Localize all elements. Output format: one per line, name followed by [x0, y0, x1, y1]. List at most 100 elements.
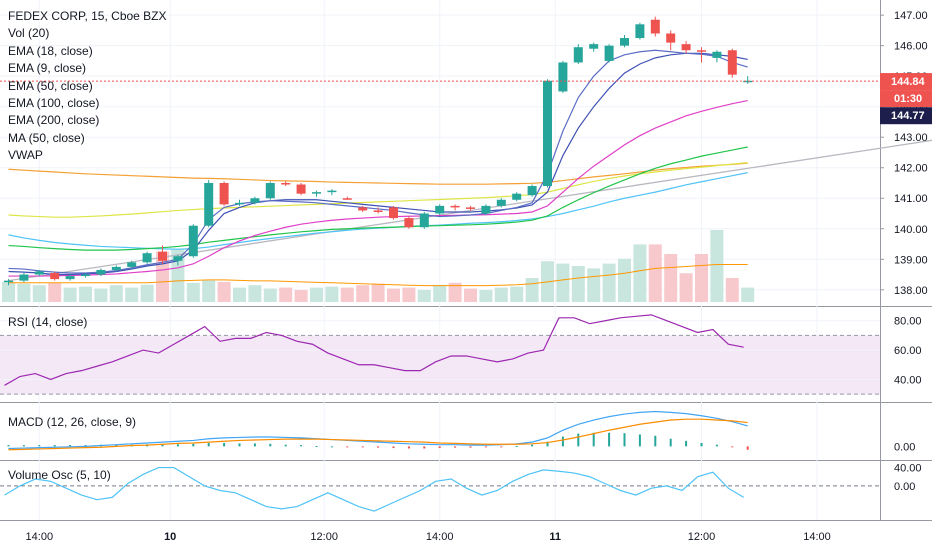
- macd-hist-17: [269, 444, 271, 447]
- price-tick-0: 138.00: [894, 285, 928, 297]
- macd-label[interactable]: MACD (12, 26, close, 9): [8, 415, 136, 429]
- macd-hist-3: [54, 445, 56, 446]
- volume-bar-12: [187, 283, 200, 302]
- legend-vol[interactable]: Vol (20): [8, 25, 167, 42]
- candle-body-35: [543, 81, 552, 186]
- candle-body-19: [297, 185, 306, 194]
- macd-hist-43: [670, 439, 672, 447]
- volume-bar-45: [695, 254, 708, 302]
- candle-body-45: [697, 50, 706, 52]
- volume-bar-7: [110, 285, 123, 302]
- candle-body-12: [189, 226, 198, 257]
- legend-ema100[interactable]: EMA (100, close): [8, 95, 167, 112]
- volume-bar-34: [526, 278, 539, 302]
- volume-bar-14: [218, 282, 231, 302]
- volume-bar-3: [48, 283, 61, 302]
- candle-body-34: [528, 186, 537, 195]
- volume-bar-15: [233, 288, 246, 302]
- candle-body-47: [728, 50, 737, 74]
- macd-hist-34: [531, 445, 533, 447]
- candle-body-16: [250, 198, 259, 203]
- macd-hist-31: [485, 446, 487, 447]
- macd-hist-15: [239, 443, 241, 446]
- macd-hist-36: [562, 437, 564, 447]
- volume-bar-19: [295, 290, 308, 302]
- rsi-label[interactable]: RSI (14, close): [8, 315, 87, 329]
- macd-hist-0: [8, 445, 10, 446]
- macd-hist-13: [208, 443, 210, 446]
- candle-body-14: [220, 183, 229, 204]
- volume-bar-42: [649, 244, 662, 302]
- volume-bar-32: [495, 288, 508, 302]
- legend-vwap[interactable]: VWAP: [8, 147, 167, 164]
- candle-body-26: [404, 218, 413, 227]
- main-legend: FEDEX CORP, 15, Cboe BZX Vol (20) EMA (1…: [8, 8, 167, 165]
- candle-body-0: [4, 281, 13, 283]
- legend-ema200[interactable]: EMA (200, close): [8, 112, 167, 129]
- price-tick-4: 142.00: [894, 163, 928, 175]
- legend-ema18[interactable]: EMA (18, close): [8, 43, 167, 60]
- candle-body-28: [435, 206, 444, 214]
- volume-bar-2: [33, 285, 46, 302]
- candle-body-6: [96, 270, 105, 275]
- rsi-tick-2: 80.00: [894, 316, 922, 328]
- volume-bar-31: [479, 290, 492, 302]
- volume-bar-20: [310, 288, 323, 302]
- macd-hist-42: [654, 436, 656, 447]
- price-tick-3: 141.00: [894, 193, 928, 205]
- time-tick-2: 12:00: [310, 531, 338, 543]
- legend-ema50[interactable]: EMA (50, close): [8, 78, 167, 95]
- macd-hist-38: [593, 433, 595, 447]
- volume-bar-33: [510, 287, 523, 302]
- candle-body-39: [605, 46, 614, 61]
- candle-body-21: [327, 191, 336, 193]
- candle-body-1: [19, 275, 28, 281]
- legend-ema9[interactable]: EMA (9, close): [8, 60, 167, 77]
- candle-body-33: [512, 194, 521, 200]
- rsi-tick-0: 40.00: [894, 374, 922, 386]
- macd-hist-46: [716, 445, 718, 447]
- macd-hist-25: [393, 446, 395, 448]
- macd-hist-30: [470, 446, 472, 447]
- macd-hist-47: [731, 446, 733, 447]
- volume-bar-27: [418, 290, 431, 302]
- candle-body-41: [635, 24, 644, 38]
- volume-bar-38: [587, 268, 600, 302]
- price-tick-1: 139.00: [894, 254, 928, 266]
- legend-ma50[interactable]: MA (50, close): [8, 130, 167, 147]
- candle-body-42: [651, 20, 660, 34]
- volume-bar-24: [372, 284, 385, 302]
- candle-body-20: [312, 192, 321, 194]
- volume-bar-1: [17, 284, 30, 302]
- volume-bar-6: [94, 289, 107, 302]
- symbol-title[interactable]: FEDEX CORP, 15, Cboe BZX: [8, 8, 167, 25]
- candle-body-17: [266, 183, 275, 198]
- volume-bar-28: [433, 285, 446, 302]
- volume-bar-30: [464, 289, 477, 302]
- volume-bar-4: [64, 288, 77, 302]
- macd-hist-24: [377, 446, 379, 447]
- macd-hist-33: [516, 446, 518, 447]
- volume-bar-41: [633, 244, 646, 302]
- candle-body-7: [112, 267, 121, 270]
- time-tick-4: 11: [549, 531, 561, 543]
- volosc-label[interactable]: Volume Osc (5, 10): [8, 468, 111, 482]
- candle-body-32: [497, 200, 506, 206]
- candle-body-18: [281, 183, 290, 185]
- rsi-band: [0, 335, 880, 394]
- macd-hist-44: [685, 441, 687, 447]
- volosc-tick-1: 40.00: [894, 463, 922, 475]
- macd-hist-32: [500, 446, 502, 447]
- volume-bar-23: [356, 285, 369, 302]
- macd-hist-23: [362, 446, 364, 447]
- volume-bar-22: [341, 288, 354, 302]
- candle-body-36: [558, 62, 567, 91]
- macd-hist-16: [254, 443, 256, 446]
- volume-bar-16: [248, 285, 261, 302]
- volume-bar-25: [387, 289, 400, 302]
- candle-body-46: [712, 52, 721, 58]
- volume-bar-40: [618, 259, 631, 302]
- ref-price-text: 144.77: [891, 110, 925, 122]
- price-tick-9: 147.00: [894, 10, 928, 22]
- volume-bar-5: [79, 287, 92, 302]
